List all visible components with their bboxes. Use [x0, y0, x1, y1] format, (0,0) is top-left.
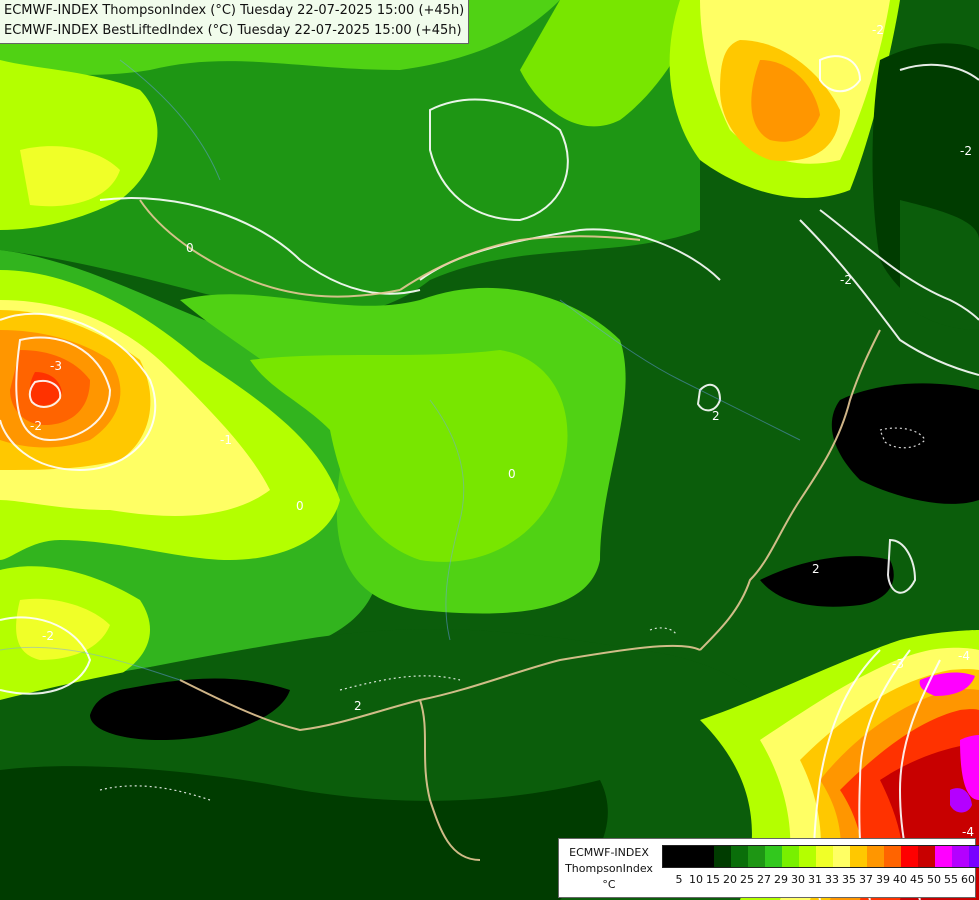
contour-label: -2 — [30, 419, 42, 433]
legend-swatch — [680, 846, 697, 867]
legend-tick-label: 29 — [774, 873, 788, 886]
legend-parameter: ThompsonIndex — [565, 862, 653, 875]
legend-tick-label: 5 — [675, 873, 683, 886]
legend-tick-label: 25 — [740, 873, 754, 886]
contour-label: -4 — [962, 825, 974, 839]
legend-tick-label: 33 — [825, 873, 839, 886]
title-best-lifted-index: ECMWF-INDEX BestLiftedIndex (°C) Tuesday… — [4, 23, 462, 38]
legend-swatch — [833, 846, 850, 867]
legend-unit: °C — [602, 878, 616, 891]
legend-swatch — [663, 846, 680, 867]
contour-label: 0 — [296, 499, 304, 513]
legend-tick-label: 40 — [893, 873, 907, 886]
legend-tick-label: 20 — [723, 873, 737, 886]
legend-swatch — [969, 846, 979, 867]
contour-label: -3 — [50, 359, 62, 373]
contour-label: 0 — [186, 241, 194, 255]
legend-swatch — [731, 846, 748, 867]
legend-model: ECMWF-INDEX — [569, 846, 649, 859]
contour-label: -3 — [892, 657, 904, 671]
legend-color-scale — [662, 845, 979, 868]
contour-label: -2 — [42, 629, 54, 643]
legend-tick-label: 35 — [842, 873, 856, 886]
legend-swatch — [782, 846, 799, 867]
contour-label: -1 — [220, 433, 232, 447]
legend-swatch — [884, 846, 901, 867]
legend-swatch — [714, 846, 731, 867]
contour-label: 2 — [354, 699, 362, 713]
legend-tick-label: 27 — [757, 873, 771, 886]
title-thompson-index: ECMWF-INDEX ThompsonIndex (°C) Tuesday 2… — [4, 3, 465, 18]
legend-tick-label: 55 — [944, 873, 958, 886]
legend-swatch — [816, 846, 833, 867]
legend-tick-label: 15 — [706, 873, 720, 886]
legend-title: ECMWF-INDEX ThompsonIndex °C — [563, 845, 655, 893]
legend-swatch — [935, 846, 952, 867]
legend-tick-label: 30 — [791, 873, 805, 886]
legend-swatch — [799, 846, 816, 867]
legend-tick-label: 50 — [927, 873, 941, 886]
contour-label: 2 — [812, 562, 820, 576]
legend-tick-label: 31 — [808, 873, 822, 886]
contour-label: -2 — [872, 23, 884, 37]
legend-swatch — [918, 846, 935, 867]
legend-tick-label: 39 — [876, 873, 890, 886]
legend-tick-label: 37 — [859, 873, 873, 886]
contour-label: 2 — [712, 409, 720, 423]
contour-label: -2 — [840, 273, 852, 287]
contour-label: -4 — [958, 649, 970, 663]
legend-swatch — [901, 846, 918, 867]
color-legend: ECMWF-INDEX ThompsonIndex °C 5 10 15 20 25 27… — [558, 838, 979, 898]
legend-swatch — [850, 846, 867, 867]
legend-swatch — [697, 846, 714, 867]
legend-swatch — [765, 846, 782, 867]
legend-swatch — [867, 846, 884, 867]
legend-swatch — [748, 846, 765, 867]
map-title-box: ECMWF-INDEX ThompsonIndex (°C) Tuesday 2… — [0, 0, 470, 44]
legend-tick-label: 10 — [689, 873, 703, 886]
legend-swatch — [952, 846, 969, 867]
contour-label: -2 — [960, 144, 972, 158]
legend-tick-label: 45 — [910, 873, 924, 886]
contour-label: 0 — [508, 467, 516, 481]
legend-tick-label: 60 — [961, 873, 975, 886]
